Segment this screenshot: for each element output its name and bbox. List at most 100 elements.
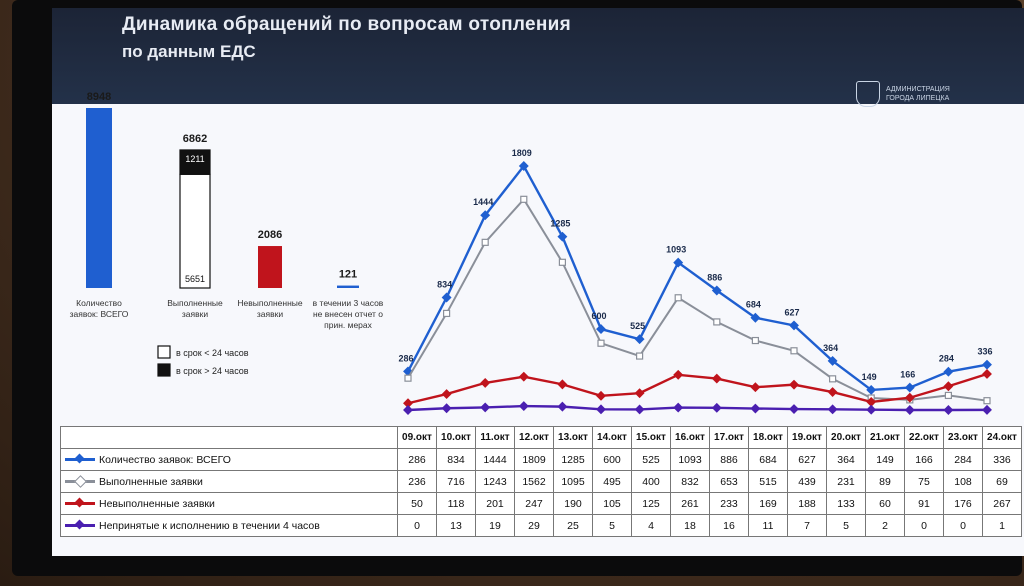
- table-cell: 600: [592, 448, 632, 471]
- series-point: [480, 210, 491, 221]
- legend-label: в срок > 24 часов: [176, 366, 249, 376]
- series-point: [443, 309, 451, 318]
- coat-of-arms-icon: [856, 81, 880, 107]
- table-cell: 525: [631, 448, 671, 471]
- table-cell: 231: [826, 470, 866, 493]
- table-cell: 2: [865, 514, 905, 537]
- bar-category-label: в течении 3 часов: [313, 298, 384, 308]
- bar-value-label: 8948: [87, 91, 111, 103]
- table-cell: 236: [397, 470, 437, 493]
- bar-value-label: 121: [339, 269, 357, 281]
- series-line: [406, 163, 988, 392]
- bar-category-label: Выполненные: [167, 298, 223, 308]
- table-cell: 886: [709, 448, 749, 471]
- table-header-cell: 22.окт: [904, 426, 944, 449]
- series-point: [750, 382, 761, 393]
- series-point: [790, 347, 798, 355]
- series-point: [982, 404, 992, 415]
- series-point: [635, 352, 644, 360]
- series-point: [520, 195, 528, 203]
- table-cell: 69: [982, 470, 1022, 493]
- table-header-cell: 13.окт: [553, 426, 593, 449]
- series-point: [518, 371, 529, 382]
- series-point: [557, 379, 568, 390]
- series-point: [558, 258, 566, 266]
- bar-category-label: заявки: [182, 309, 208, 319]
- series-point: [596, 324, 606, 335]
- series-point: [674, 294, 682, 302]
- table-header-cell: 14.окт: [592, 426, 632, 449]
- point-value-label: 600: [591, 311, 606, 321]
- table-cell: 0: [904, 514, 944, 537]
- table-series-label: Количество заявок: ВСЕГО: [99, 453, 231, 466]
- table-cell: 201: [475, 492, 515, 515]
- table-cell: 684: [748, 448, 788, 471]
- series-point: [944, 391, 953, 400]
- table-cell: 286: [397, 448, 437, 471]
- series-point: [481, 238, 489, 246]
- series-point: [673, 369, 684, 380]
- table-cell: 75: [904, 470, 944, 493]
- table-series-label: Выполненные заявки: [99, 475, 203, 488]
- table-cell: 149: [865, 448, 905, 471]
- table-cell: 261: [670, 492, 710, 515]
- series-point: [441, 389, 452, 400]
- table-corner-cell: [60, 426, 398, 449]
- bar-value-label: 2086: [258, 229, 282, 241]
- table-cell: 7: [787, 514, 827, 537]
- point-value-label: 1093: [666, 245, 686, 255]
- table-series-label: Невыполненные заявки: [99, 497, 215, 510]
- table-header-cell: 16.окт: [670, 426, 710, 449]
- series-point: [711, 285, 722, 296]
- table-cell: 336: [982, 448, 1022, 471]
- slide-screen: Динамика обращений по вопросам отопления…: [52, 8, 1024, 556]
- table-cell: 16: [709, 514, 749, 537]
- administration-logo: Администрация города Липецка: [856, 74, 976, 114]
- series-point: [943, 405, 954, 415]
- table-cell: 653: [709, 470, 749, 493]
- table-series-name: Невыполненные заявки: [60, 492, 398, 515]
- series-legend-marker: [74, 519, 85, 530]
- table-cell: 1093: [670, 448, 710, 471]
- table-cell: 495: [592, 470, 632, 493]
- series-point: [789, 320, 799, 331]
- bar-category-label: Невыполненные: [237, 298, 303, 308]
- table-cell: 125: [631, 492, 671, 515]
- table-cell: 400: [631, 470, 671, 493]
- table-cell: 1285: [553, 448, 593, 471]
- series-legend-line: [65, 497, 95, 508]
- table-cell: 439: [787, 470, 827, 493]
- legend-swatch-on-time: [157, 345, 171, 359]
- table-cell: 11: [748, 514, 788, 537]
- table-row: Выполненные заявки 236 716 1243 1562 1095 495 4…: [60, 470, 1022, 493]
- point-value-label: 364: [823, 343, 838, 353]
- table-cell: 267: [982, 492, 1022, 515]
- logo-text-line2: города Липецка: [886, 95, 950, 102]
- table-cell: 1809: [514, 448, 554, 471]
- bar-segment-late: [179, 149, 211, 175]
- bar-category-label: заявок: ВСЕГО: [70, 309, 129, 319]
- table-series-name: Выполненные заявки: [60, 470, 398, 493]
- series-point: [750, 403, 761, 414]
- table-cell: 166: [904, 448, 944, 471]
- legend-label: в срок < 24 часов: [176, 348, 249, 358]
- table-header-cell: 19.окт: [787, 426, 827, 449]
- table-cell: 29: [514, 514, 554, 537]
- table-cell: 832: [670, 470, 710, 493]
- series-point: [827, 404, 838, 415]
- point-value-label: 886: [707, 272, 722, 282]
- table-cell: 50: [397, 492, 437, 515]
- table-cell: 1095: [553, 470, 593, 493]
- table-cell: 91: [904, 492, 944, 515]
- table-header-cell: 15.окт: [631, 426, 671, 449]
- bar: [86, 108, 112, 288]
- bar-category-label: не внесен отчет о: [313, 309, 383, 319]
- bar-segment-label: 5651: [185, 274, 205, 284]
- table-header-cell: 18.окт: [748, 426, 788, 449]
- series-point: [597, 339, 605, 347]
- table-cell: 133: [826, 492, 866, 515]
- table-header-cell: 21.окт: [865, 426, 905, 449]
- series-point: [904, 382, 915, 393]
- point-value-label: 1444: [473, 197, 493, 207]
- table-cell: 284: [943, 448, 983, 471]
